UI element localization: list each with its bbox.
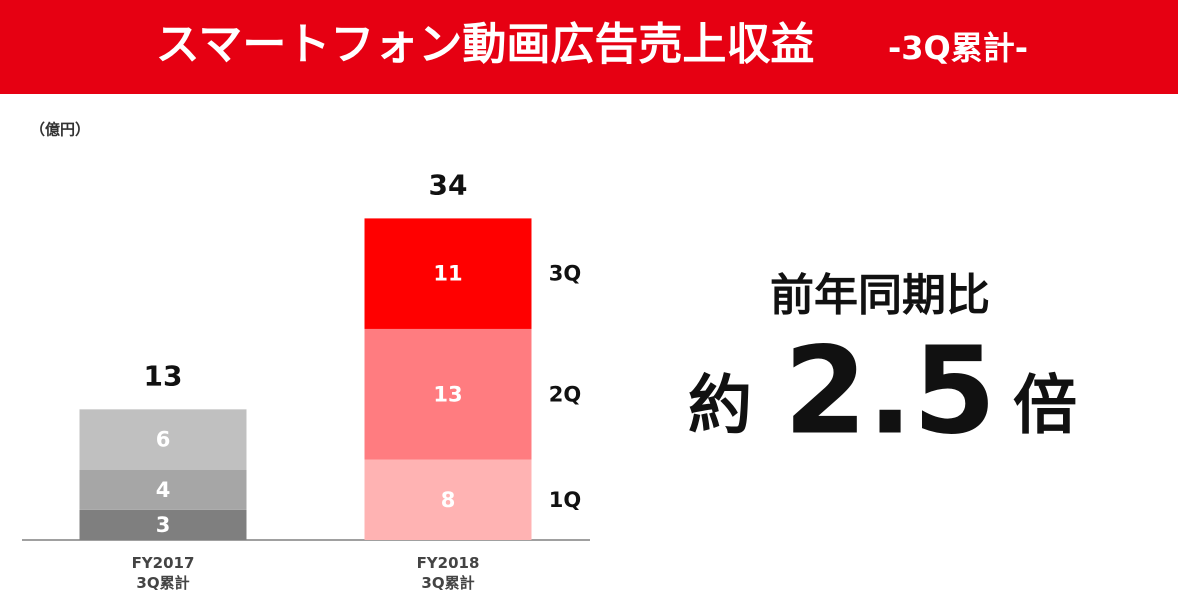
legend-label: 1Q <box>549 488 581 512</box>
legend-label: 2Q <box>549 382 581 406</box>
comparison-label: 前年同期比 <box>770 270 990 321</box>
total-label: 13 <box>144 359 183 392</box>
bar-segment <box>364 459 532 540</box>
bar-segment <box>79 469 247 510</box>
segment-label: 6 <box>156 428 171 452</box>
subtitle: -3Q累計- <box>888 29 1028 67</box>
legend-label: 3Q <box>549 262 581 286</box>
bar-segment <box>364 328 532 460</box>
comparison-prefix: 約 <box>688 370 752 444</box>
bar-segment <box>79 509 247 540</box>
comparison-suffix: 倍 <box>1013 370 1077 444</box>
category-label: FY2018 3Q累計 <box>417 554 480 592</box>
header-band <box>0 0 1178 94</box>
bar-segment <box>79 409 247 470</box>
unit-label: （億円） <box>30 121 90 139</box>
segment-label: 4 <box>156 478 171 502</box>
bar-segment <box>364 218 532 329</box>
title: スマートフォン動画広告売上収益 <box>156 19 815 70</box>
total-label: 34 <box>429 168 468 201</box>
segment-label: 13 <box>433 382 462 406</box>
comparison-value: 2.5 <box>784 323 997 462</box>
segment-label: 8 <box>441 488 456 512</box>
category-label: FY2017 3Q累計 <box>132 554 195 592</box>
segment-label: 11 <box>433 262 462 286</box>
segment-label: 3 <box>156 513 171 537</box>
